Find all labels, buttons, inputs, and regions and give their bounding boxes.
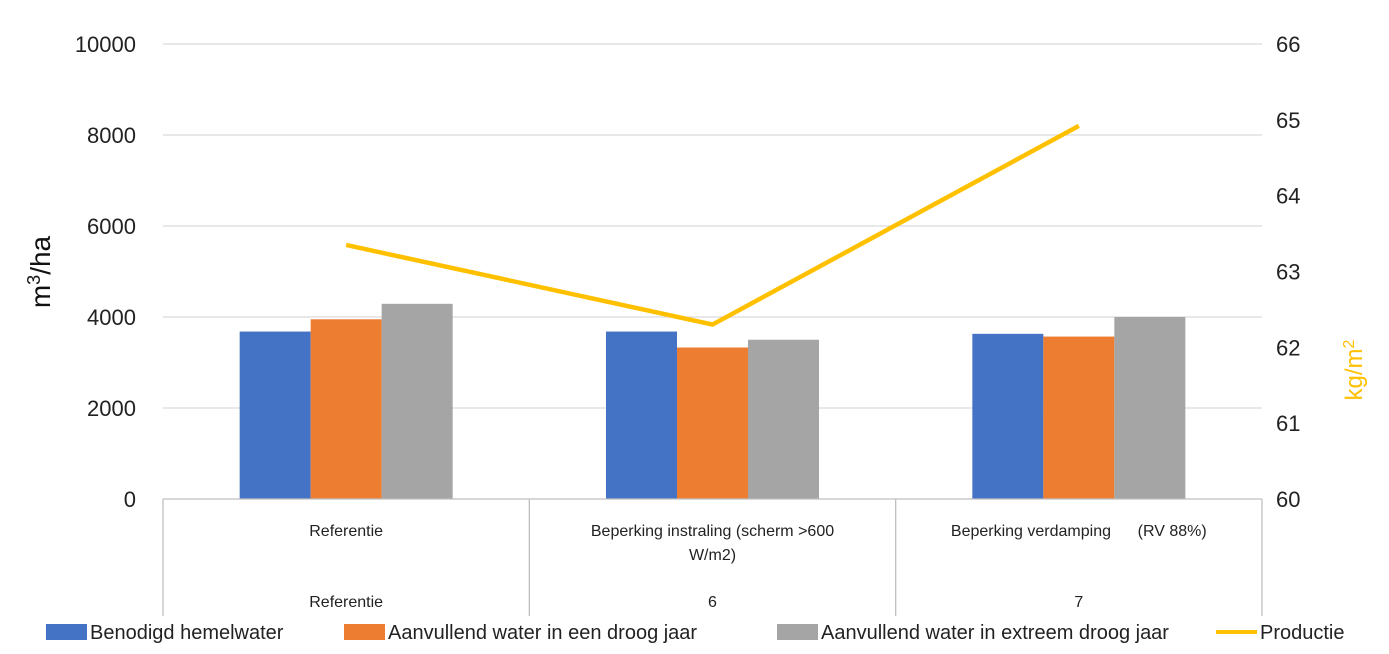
- bars: [239, 303, 1186, 499]
- y-right-label-base: kg/m: [1341, 348, 1368, 400]
- legend-label: Productie: [1260, 622, 1345, 644]
- bar-2-2: [677, 347, 748, 499]
- y-right-tick-label: 60: [1276, 487, 1300, 512]
- category-label: Beperking instraling (scherm >600: [591, 523, 834, 540]
- productie-line-layer: [345, 123, 1080, 327]
- category-label: W/m2): [689, 547, 736, 564]
- category-group-label: 6: [708, 594, 717, 611]
- bar-1-1: [239, 331, 311, 499]
- bar-3-2: [748, 339, 819, 499]
- y-left-label-superscript: 3: [24, 275, 44, 285]
- bar-3-1: [381, 303, 453, 499]
- y-right-tick-label: 61: [1276, 411, 1300, 436]
- legend-label: Aanvullend water in extreem droog jaar: [821, 622, 1169, 644]
- bar-2-1: [310, 319, 382, 499]
- legend-swatch: [777, 624, 818, 640]
- legend: Benodigd hemelwater Aanvullend water in e…: [46, 622, 1345, 644]
- category-group-label: Referentie: [309, 594, 383, 611]
- category-label: Referentie: [309, 523, 383, 540]
- y-left-tick-label: 10000: [75, 32, 136, 57]
- y-axis-left-label: m3/ha: [24, 235, 56, 308]
- y-right-label-superscript: 2: [1341, 339, 1358, 348]
- y-left-tick-label: 4000: [87, 305, 136, 330]
- bar-3-3: [1114, 317, 1186, 499]
- legend-swatch: [46, 624, 87, 640]
- y-left-label-unit: /ha: [25, 235, 56, 274]
- category-group-label: 7: [1074, 594, 1083, 611]
- y-left-tick-label: 8000: [87, 123, 136, 148]
- y-axis-right-label: kg/m2: [1341, 339, 1369, 400]
- y-left-tick-label: 0: [124, 487, 136, 512]
- productie-line: [345, 123, 1080, 327]
- y-left-tick-label: 6000: [87, 214, 136, 239]
- bar-1-3: [972, 333, 1044, 499]
- y-right-tick-label: 65: [1276, 108, 1300, 133]
- category-axis: Referentie Referentie Beperking instraling…: [162, 498, 1263, 616]
- left-axis-ticks: 0 2000 4000 6000 8000 10000: [75, 32, 136, 512]
- category-label: Beperking verdamping (RV 88%): [951, 523, 1207, 540]
- y-left-tick-label: 2000: [87, 396, 136, 421]
- y-right-tick-label: 63: [1276, 260, 1300, 285]
- legend-swatch: [344, 624, 385, 640]
- y-left-label-base: m: [25, 285, 56, 308]
- legend-label: Aanvullend water in een droog jaar: [388, 622, 697, 644]
- y-right-tick-label: 66: [1276, 32, 1300, 57]
- bar-1-2: [606, 331, 677, 499]
- bar-2-3: [1043, 336, 1115, 499]
- y-right-tick-label: 62: [1276, 335, 1300, 360]
- right-axis-ticks: 60 61 62 63 64 65 66: [1276, 32, 1300, 512]
- legend-label: Benodigd hemelwater: [90, 622, 284, 644]
- y-right-tick-label: 64: [1276, 184, 1300, 209]
